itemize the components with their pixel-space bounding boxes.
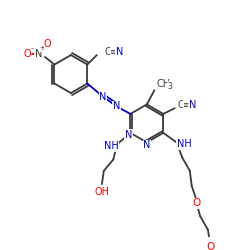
Text: ≡: ≡	[110, 47, 118, 57]
Text: N: N	[100, 92, 107, 102]
Text: N: N	[35, 49, 42, 59]
Text: N: N	[113, 101, 120, 111]
Text: C: C	[104, 47, 111, 57]
Text: ≡: ≡	[183, 100, 191, 110]
Text: N: N	[125, 130, 132, 140]
Text: N: N	[143, 140, 150, 150]
Text: –: –	[31, 46, 34, 52]
Text: O: O	[23, 49, 31, 59]
Text: O: O	[192, 198, 200, 208]
Text: NH: NH	[104, 141, 119, 151]
Text: OH: OH	[94, 187, 110, 197]
Text: N: N	[116, 47, 123, 57]
Text: NH: NH	[177, 139, 192, 149]
Text: 3: 3	[168, 82, 172, 91]
Text: +: +	[39, 46, 45, 52]
Text: N: N	[189, 100, 196, 110]
Text: O: O	[206, 242, 215, 250]
Text: CH: CH	[156, 78, 170, 88]
Text: C: C	[178, 100, 184, 110]
Text: O: O	[44, 39, 52, 49]
